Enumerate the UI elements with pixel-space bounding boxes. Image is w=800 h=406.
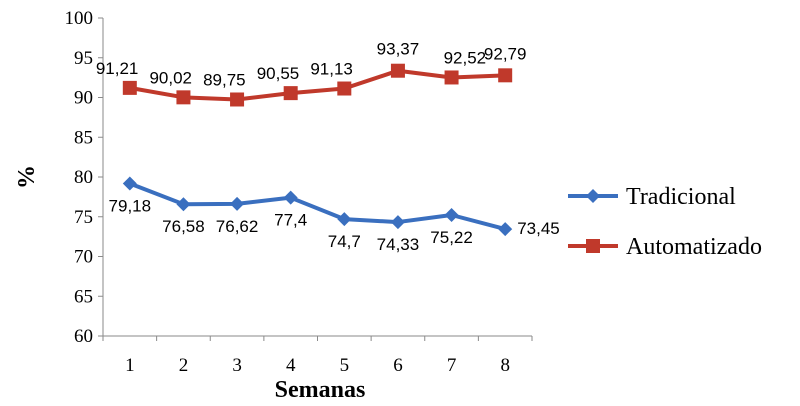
x-tick-label: 6: [393, 355, 403, 376]
y-tick-label: 70: [74, 247, 93, 268]
x-axis-title: Semanas: [275, 377, 366, 403]
point-automatizado: [337, 81, 352, 96]
point-automatizado: [176, 90, 191, 105]
point-tradicional: [230, 196, 245, 211]
data-label-automatizado: 89,75: [203, 70, 246, 89]
data-label-automatizado: 91,13: [310, 60, 353, 79]
y-tick-label: 60: [74, 326, 93, 347]
y-tick-label: 75: [74, 207, 93, 228]
point-tradicional: [337, 212, 352, 227]
series-line-automatizado: [129, 68, 506, 102]
point-tradicional: [122, 176, 137, 191]
data-label-tradicional: 75,22: [430, 228, 473, 247]
point-automatizado: [498, 68, 513, 83]
series-line-tradicional: [129, 181, 506, 232]
y-tick-label: 100: [65, 8, 94, 29]
data-label-automatizado: 92,52: [444, 48, 487, 67]
x-tick-label: 5: [340, 355, 350, 376]
data-label-automatizado: 90,02: [149, 68, 192, 87]
x-tick-label: 3: [232, 355, 242, 376]
point-tradicional: [498, 222, 513, 237]
legend-marker-automatizado: [586, 239, 600, 253]
legend-label-automatizado: Automatizado: [626, 234, 762, 260]
point-automatizado: [390, 63, 405, 78]
point-automatizado: [283, 86, 298, 101]
data-label-tradicional: 79,18: [109, 197, 152, 216]
y-tick-label: 95: [74, 48, 93, 69]
x-tick-label: 8: [500, 355, 510, 376]
y-axis-title: %: [14, 165, 40, 189]
data-label-tradicional: 73,45: [517, 219, 560, 238]
point-tradicional: [444, 208, 459, 223]
point-automatizado: [230, 92, 245, 107]
point-tradicional: [390, 215, 405, 230]
data-label-tradicional: 74,7: [328, 232, 361, 251]
data-label-automatizado: 91,21: [96, 59, 139, 78]
y-tick-label: 90: [74, 88, 93, 109]
legend-label-tradicional: Tradicional: [626, 184, 736, 210]
data-label-automatizado: 92,79: [484, 44, 527, 63]
y-tick-label: 80: [74, 167, 93, 188]
data-label-tradicional: 77,4: [274, 211, 307, 230]
x-tick-label: 2: [179, 355, 189, 376]
data-label-automatizado: 90,55: [257, 64, 300, 83]
x-tick-label: 7: [447, 355, 457, 376]
x-tick-label: 1: [125, 355, 135, 376]
x-tick-label: 4: [286, 355, 296, 376]
y-tick-label: 65: [74, 286, 93, 307]
point-automatizado: [444, 70, 459, 85]
data-label-tradicional: 76,58: [162, 217, 205, 236]
data-label-tradicional: 76,62: [216, 217, 259, 236]
point-tradicional: [283, 190, 298, 205]
y-tick-label: 85: [74, 127, 93, 148]
data-label-tradicional: 74,33: [377, 235, 420, 254]
point-automatizado: [122, 80, 137, 95]
legend-marker-tradicional: [586, 189, 600, 203]
data-label-automatizado: 93,37: [377, 40, 420, 59]
point-tradicional: [176, 197, 191, 212]
